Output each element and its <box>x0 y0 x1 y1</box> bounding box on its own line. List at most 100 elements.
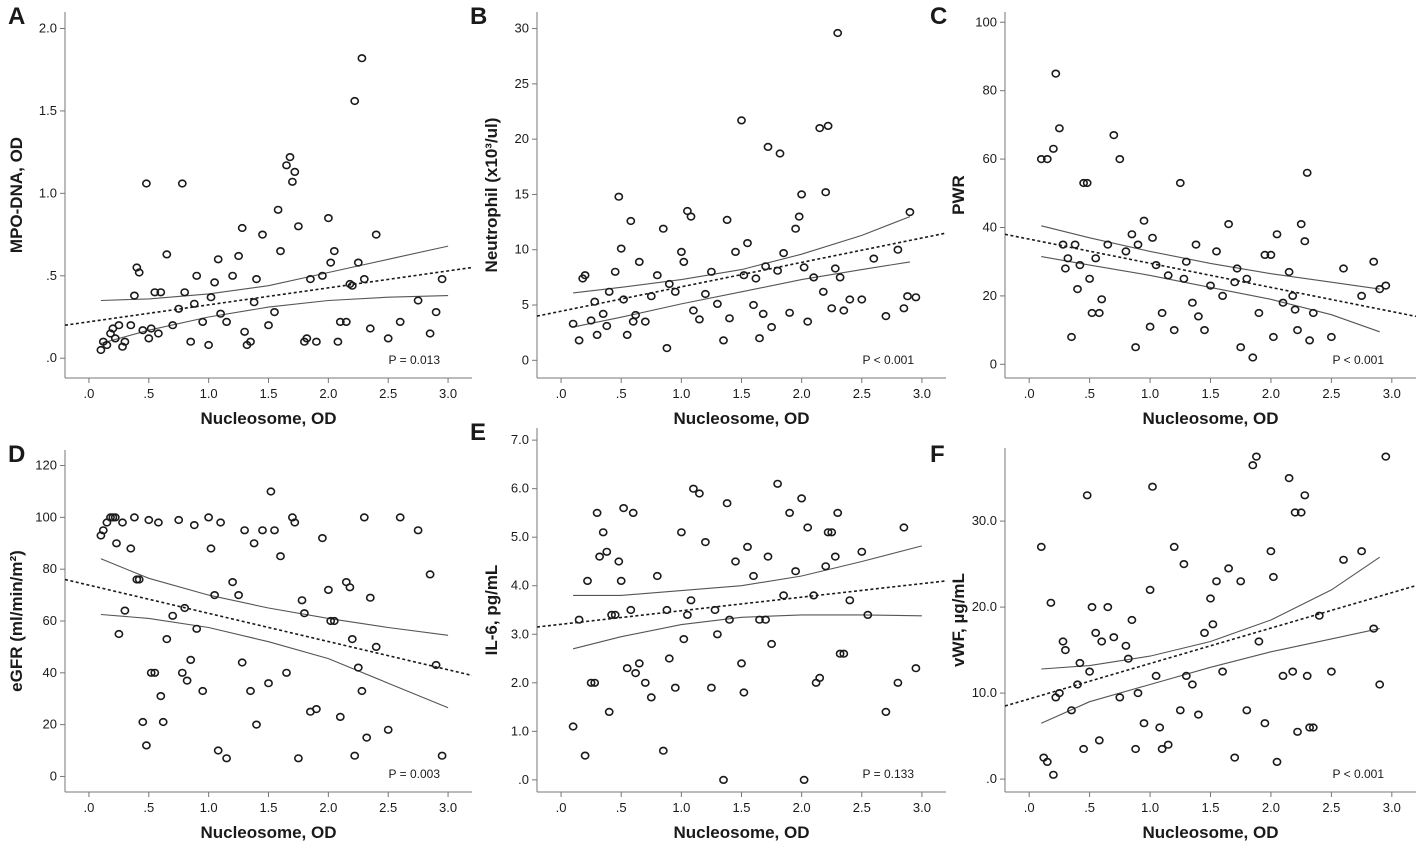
panel-e-point <box>815 673 825 683</box>
panel-a-ci-lower <box>100 295 449 344</box>
panel-b-point <box>662 344 672 353</box>
panel-d-point <box>141 741 151 750</box>
panel-c-letter: C <box>930 3 947 30</box>
panel-a-point <box>144 334 154 343</box>
panel-a-point <box>305 275 315 284</box>
panel-e-point <box>845 596 855 605</box>
panel-e-point <box>743 542 752 552</box>
panel-a-point <box>177 179 187 188</box>
panel-d-point <box>362 733 372 742</box>
panel-e-point <box>580 751 590 760</box>
panel-a-point <box>222 317 231 327</box>
panel-e-point <box>670 683 680 692</box>
panel-c-point <box>1308 308 1318 318</box>
panel-b-point <box>761 262 770 271</box>
panel-b-point <box>809 273 819 282</box>
panel-c-point <box>1148 233 1157 242</box>
panel-e-point <box>739 688 749 697</box>
panel-b-point <box>677 247 686 256</box>
panel-f-point <box>1046 598 1056 607</box>
panel-b-point <box>568 319 578 328</box>
panel-d-point <box>192 624 202 633</box>
panel-d-point <box>98 526 108 535</box>
panel-d-point <box>168 611 178 620</box>
panel-a-point <box>273 205 283 214</box>
panel-e-point <box>574 615 584 624</box>
panel-f-point <box>1248 461 1258 470</box>
panel-c-y-tick-label: 100 <box>975 14 997 29</box>
panel-a-point <box>189 299 199 308</box>
panel-d-y-axis-title: eGFR (ml/min/m²) <box>7 550 26 692</box>
panel-c-y-tick-label: 20 <box>983 288 997 303</box>
panel-d-point <box>129 513 139 522</box>
panel-c-point <box>1073 285 1082 294</box>
panel-e-y-tick-label: 7.0 <box>511 432 529 447</box>
panel-f-point <box>1181 671 1191 681</box>
panel-f-point <box>1254 637 1264 646</box>
panel-a-point <box>252 275 261 284</box>
panel-f-point <box>1339 555 1348 564</box>
panel-f-point <box>1061 645 1070 655</box>
panel-d-point <box>258 526 267 535</box>
panel-d-y-tick-label: 80 <box>43 561 57 576</box>
panel-d-y-tick-label: 20 <box>43 717 57 732</box>
panel-b-fit-line <box>537 232 946 317</box>
panel-a-point <box>350 96 360 106</box>
panel-a-point <box>114 321 124 330</box>
panel-a-point <box>276 247 285 256</box>
panel-e-point <box>683 610 692 620</box>
panel-c-point <box>1206 281 1215 290</box>
panel-c: C 0 20 40 60 80 100 .0 .5 1.0 1.5 2.0 2.5 3.0 Nucleoso… <box>930 3 1416 428</box>
panel-c-point <box>1194 312 1203 321</box>
panel-c-point <box>1288 291 1298 301</box>
panel-d-point <box>228 577 237 587</box>
panel-d-point <box>177 668 187 677</box>
panel-b-point <box>827 304 837 313</box>
panel-a-point <box>287 177 297 186</box>
panel-a-letter: A <box>8 3 25 30</box>
panel-b-point <box>767 323 776 332</box>
panel-c-point <box>1357 291 1366 301</box>
panel-a-x-tick-label: 1.5 <box>259 386 277 401</box>
panel-d-x-tick-label: 2.0 <box>319 800 337 815</box>
panel-b-point <box>658 224 668 233</box>
panel-d-x-axis-title: Nucleosome, OD <box>200 823 336 842</box>
panel-d-point <box>110 513 120 522</box>
panel-f-point <box>1305 723 1314 732</box>
panel-c-fit-group <box>1005 225 1416 333</box>
panel-b-point <box>857 295 867 304</box>
panel-a-point <box>413 296 423 305</box>
panel-d-point <box>206 544 216 553</box>
panel-f-point <box>1148 482 1157 491</box>
panel-b-point <box>881 312 891 321</box>
panel-a-point <box>237 223 247 233</box>
panel-b-point <box>634 257 644 267</box>
panel-a-point <box>204 340 213 350</box>
panel-f-point <box>1260 719 1270 728</box>
panel-b-point <box>737 116 746 125</box>
panel-c-point <box>1082 178 1092 188</box>
panel-c-point <box>1163 271 1173 280</box>
panel-e-point <box>791 567 800 576</box>
panel-f-y-tick-label: 30.0 <box>972 513 997 528</box>
panel-b-point <box>779 249 788 258</box>
panel-f-point <box>1194 710 1203 719</box>
panel-c-point <box>1157 308 1167 318</box>
panel-a-point <box>285 153 295 162</box>
panel-e-y-tick-label: 4.0 <box>511 578 529 593</box>
panel-b-point <box>610 267 620 276</box>
panel-f-point <box>1357 547 1366 556</box>
panel-e-point <box>634 659 644 668</box>
panel-b-fit-group <box>537 216 946 328</box>
panel-b-y-tick-label: 25 <box>515 76 529 91</box>
panel-d-point <box>329 616 339 626</box>
panel-e-point <box>610 610 620 620</box>
panel-a-point <box>258 230 267 239</box>
panel-c-point <box>1049 144 1058 153</box>
panel-a-point <box>317 271 327 280</box>
panel-f-point <box>1079 744 1088 754</box>
panel-e-x-tick-label: .5 <box>616 800 627 815</box>
panel-d-point <box>222 754 231 763</box>
panel-d-point <box>213 746 223 755</box>
panel-f-point <box>1206 594 1215 603</box>
